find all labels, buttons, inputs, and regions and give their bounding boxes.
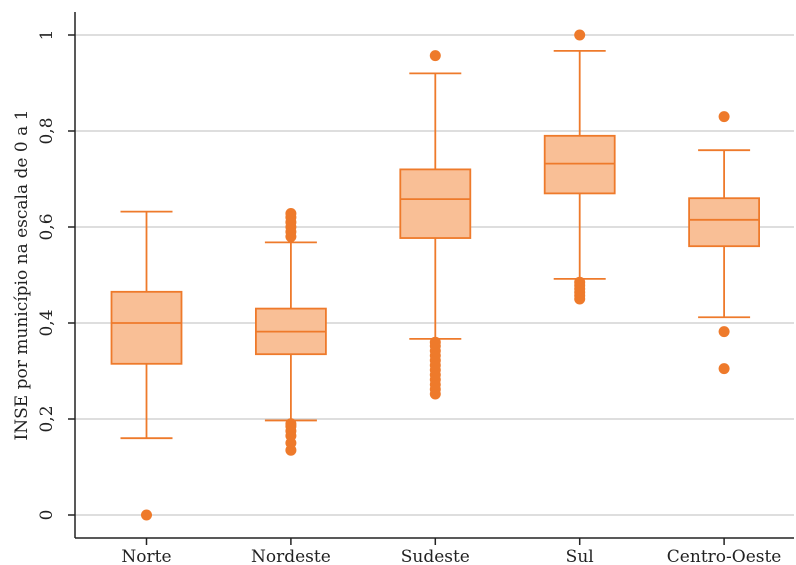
iqr-box (399, 168, 472, 239)
y-tick-label: 0,8 (37, 117, 57, 144)
y-tick-label: 0,6 (37, 213, 57, 240)
x-tick-label: Sudeste (401, 547, 470, 565)
outlier-point (574, 276, 586, 288)
outlier-point (141, 509, 152, 521)
y-tick-label: 0,2 (37, 405, 57, 432)
y-axis-title: INSE por município na escala de 0 a 1 (12, 110, 32, 441)
box-sudeste (399, 50, 472, 400)
iqr-box (543, 134, 616, 195)
box-centro-oeste (688, 111, 760, 375)
iqr-box (110, 290, 183, 365)
axes (74, 12, 794, 539)
outlier-point (718, 326, 730, 338)
iqr-box (688, 197, 760, 248)
outlier-point (429, 336, 441, 348)
x-tick-label: Centro-Oeste (667, 547, 782, 565)
outlier-point (285, 418, 297, 430)
box-nordeste (254, 208, 327, 456)
outlier-point (718, 363, 730, 375)
outlier-point (285, 208, 297, 220)
x-tick-label: Sul (566, 547, 594, 565)
x-tick-label: Nordeste (251, 547, 331, 565)
y-ticks: 0 0,2 0,4 0,6 0,8 1 (37, 30, 75, 521)
box-norte (110, 210, 183, 521)
y-tick-label: 0 (37, 510, 57, 521)
outlier-point (429, 50, 441, 62)
y-tick-label: 1 (37, 30, 57, 41)
outlier-point (574, 29, 586, 41)
x-ticks: Norte Nordeste Sudeste Sul Centro-Oeste (121, 538, 781, 565)
outlier-point (718, 111, 730, 123)
x-tick-label: Norte (121, 547, 171, 565)
box-series (110, 29, 760, 521)
box-sul (543, 29, 616, 305)
y-tick-label: 0,4 (37, 309, 57, 336)
